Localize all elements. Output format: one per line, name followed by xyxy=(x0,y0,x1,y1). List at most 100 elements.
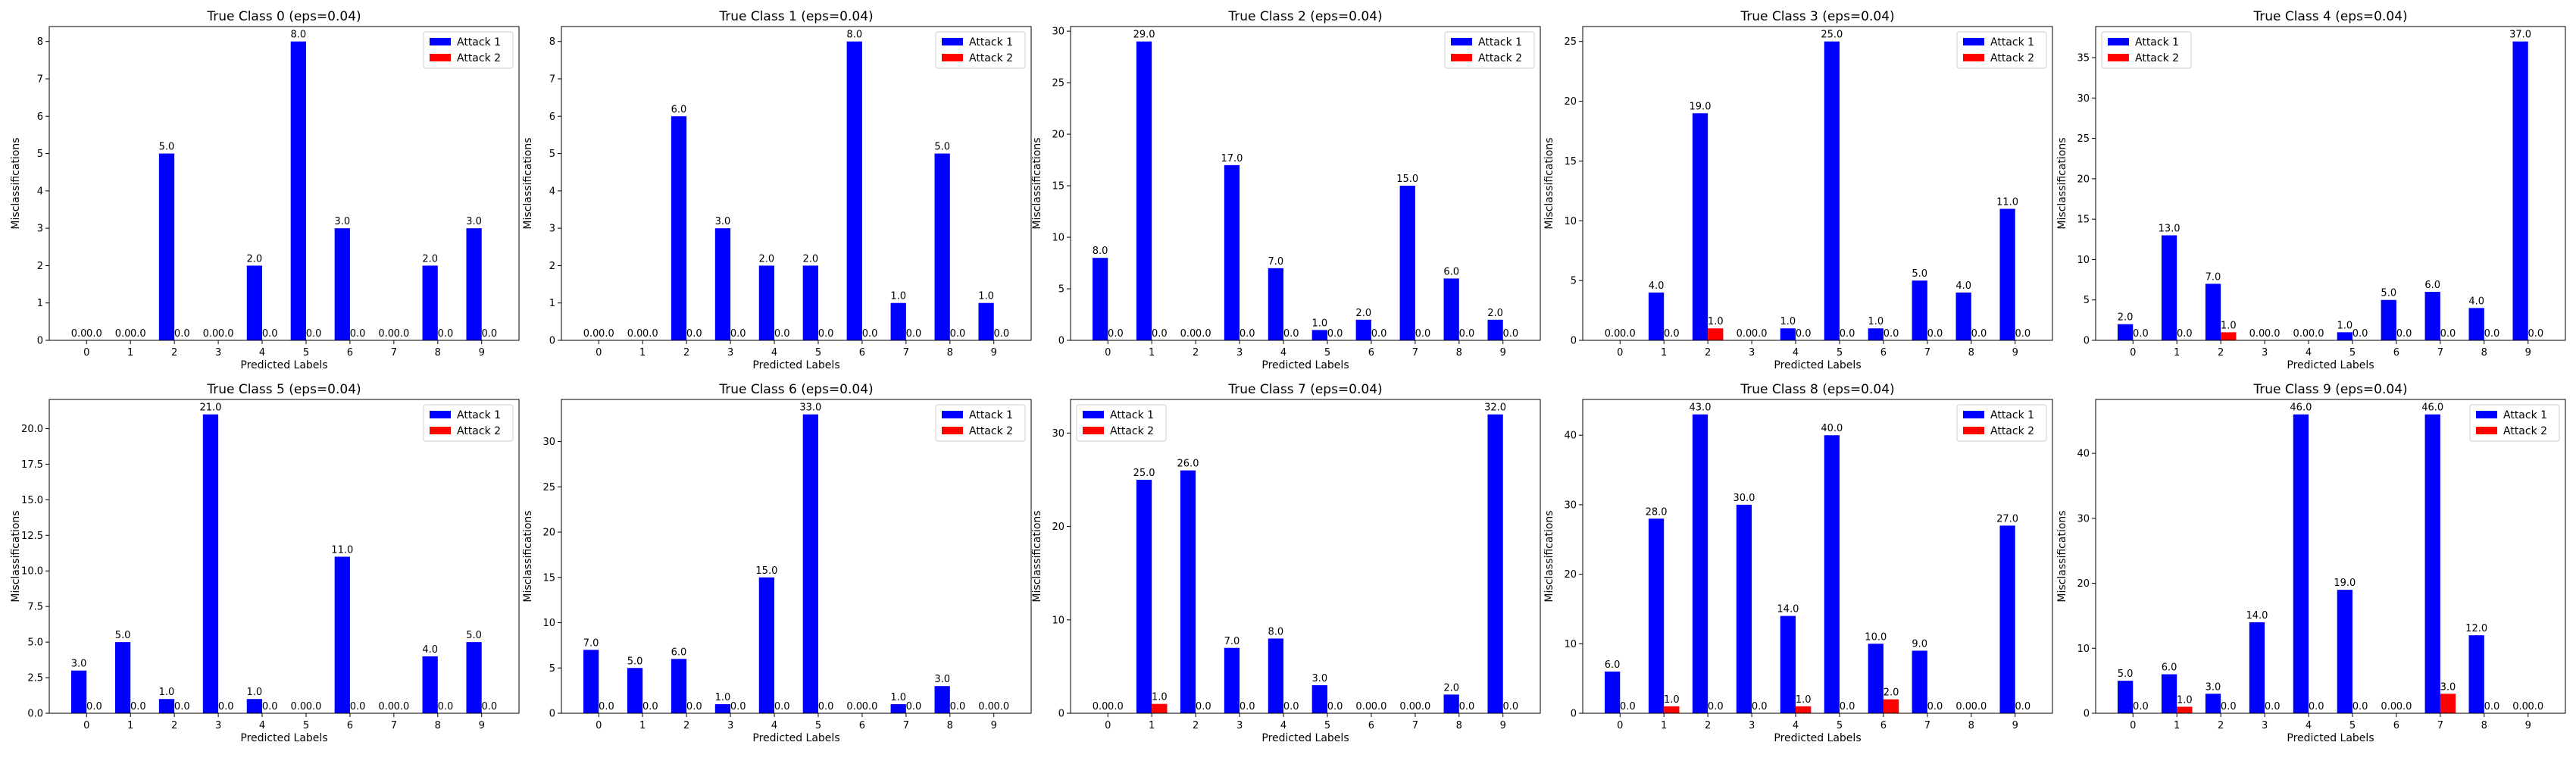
data-label-attack-1: 5.0 xyxy=(934,142,950,153)
xtick-label: 4 xyxy=(1793,347,1799,359)
data-label-attack-2: 1.0 xyxy=(1664,694,1680,706)
ytick-label: 25 xyxy=(1052,78,1064,89)
xtick-label: 4 xyxy=(1280,720,1286,731)
legend-label-attack-2: Attack 2 xyxy=(1478,52,1522,64)
data-label-attack-1: 0.0 xyxy=(378,328,394,340)
xtick-label: 5 xyxy=(2349,347,2356,359)
data-label-attack-1: 6.0 xyxy=(671,647,687,658)
data-label-attack-1: 1.0 xyxy=(1868,316,1884,327)
data-label-attack-1: 5.0 xyxy=(1912,268,1927,280)
data-label-attack-2: 0.0 xyxy=(1840,701,1855,712)
xtick-label: 2 xyxy=(1193,720,1199,731)
xtick-label: 9 xyxy=(1500,720,1506,731)
ytick-label: 6 xyxy=(37,111,43,123)
data-label-attack-2: 0.0 xyxy=(262,701,278,712)
data-label-attack-1: 27.0 xyxy=(1996,513,2018,525)
xtick-label: 7 xyxy=(391,347,397,359)
ytick-label: 10 xyxy=(2077,644,2090,655)
data-label-attack-1: 0.0 xyxy=(2293,328,2309,340)
data-label-attack-2: 0.0 xyxy=(1708,701,1724,712)
xtick-label: 1 xyxy=(1661,347,1667,359)
data-label-attack-1: 1.0 xyxy=(978,291,994,302)
subplot-9: 0102030405.00.006.01.013.00.0214.00.0346… xyxy=(2056,382,2566,744)
ytick-label: 20 xyxy=(1052,130,1064,141)
bar-attack-1 xyxy=(890,704,906,713)
data-label-attack-1: 40.0 xyxy=(1821,423,1843,434)
ytick-label: 30 xyxy=(1564,500,1577,511)
xtick-label: 7 xyxy=(903,347,909,359)
data-label-attack-1: 19.0 xyxy=(2334,578,2356,589)
ytick-label: 0 xyxy=(1058,709,1064,720)
ytick-label: 5 xyxy=(37,149,43,160)
data-label-attack-2: 0.0 xyxy=(350,701,366,712)
xtick-label: 3 xyxy=(727,720,733,731)
ytick-label: 7 xyxy=(549,74,555,86)
data-label-attack-2: 0.0 xyxy=(906,328,922,340)
data-label-attack-2: 0.0 xyxy=(2133,701,2149,712)
xtick-label: 9 xyxy=(2525,347,2531,359)
bar-attack-1 xyxy=(1648,518,1665,713)
data-label-attack-2: 0.0 xyxy=(686,701,702,712)
subplot-title: True Class 9 (eps=0.04) xyxy=(2252,382,2407,397)
ytick-label: 2 xyxy=(37,261,43,272)
xtick-label: 0 xyxy=(83,720,89,731)
bar-attack-1 xyxy=(2468,635,2484,713)
data-label-attack-2: 0.0 xyxy=(2265,328,2281,340)
xtick-label: 0 xyxy=(596,720,602,731)
data-label-attack-2: 0.0 xyxy=(818,328,834,340)
legend-label-attack-2: Attack 2 xyxy=(1110,425,1154,437)
x-axis-label: Predicted Labels xyxy=(240,359,327,371)
data-label-attack-2: 0.0 xyxy=(130,701,146,712)
ytick-label: 0.0 xyxy=(27,709,43,720)
data-label-attack-1: 11.0 xyxy=(1996,197,2018,208)
data-label-attack-2: 0.0 xyxy=(1415,328,1431,340)
xtick-label: 4 xyxy=(2306,720,2312,731)
ytick-label: 20 xyxy=(1564,569,1577,581)
y-axis-label: Misclassifications xyxy=(1543,510,1555,602)
ytick-label: 0 xyxy=(1571,336,1577,347)
ytick-label: 8 xyxy=(37,36,43,48)
ytick-label: 1 xyxy=(37,298,43,309)
data-label-attack-2: 0.0 xyxy=(438,701,454,712)
legend-swatch-attack-1 xyxy=(1963,411,1984,418)
xtick-label: 4 xyxy=(259,347,265,359)
legend-label-attack-2: Attack 2 xyxy=(2135,52,2179,64)
xtick-label: 6 xyxy=(1880,347,1887,359)
data-label-attack-1: 46.0 xyxy=(2421,402,2443,414)
data-label-attack-1: 3.0 xyxy=(466,216,482,227)
legend: Attack 1 Attack 2 xyxy=(1076,404,1167,442)
xtick-label: 8 xyxy=(2481,347,2487,359)
data-label-attack-2: 0.0 xyxy=(306,328,322,340)
data-label-attack-1: 5.0 xyxy=(2381,288,2396,299)
data-label-attack-2: 0.0 xyxy=(86,328,102,340)
legend-swatch-attack-2 xyxy=(942,54,963,61)
bar-attack-1 xyxy=(671,116,687,341)
ytick-label: 20 xyxy=(2077,174,2090,185)
data-label-attack-1: 3.0 xyxy=(2206,681,2221,693)
bar-attack-2 xyxy=(1152,703,1168,713)
data-label-attack-2: 0.0 xyxy=(2352,328,2368,340)
xtick-label: 8 xyxy=(1968,347,1974,359)
bar-attack-1 xyxy=(2337,332,2352,340)
data-label-attack-2: 0.0 xyxy=(994,701,1010,712)
legend-label-attack-1: Attack 1 xyxy=(969,409,1013,421)
data-label-attack-1: 0.0 xyxy=(1605,328,1621,340)
legend-swatch-attack-1 xyxy=(2108,38,2129,45)
legend-label-attack-2: Attack 2 xyxy=(969,425,1013,437)
data-label-attack-1: 43.0 xyxy=(1690,402,1712,414)
bar-attack-1 xyxy=(714,704,731,713)
ytick-label: 20 xyxy=(1564,96,1577,108)
subplot-title: True Class 4 (eps=0.04) xyxy=(2252,9,2407,24)
xtick-label: 7 xyxy=(1924,720,1930,731)
data-label-attack-1: 0.0 xyxy=(1955,701,1971,712)
data-label-attack-1: 1.0 xyxy=(890,291,906,302)
xtick-label: 2 xyxy=(683,347,689,359)
bar-attack-1 xyxy=(1692,414,1708,713)
y-axis-label: Misclassifications xyxy=(522,510,534,602)
legend: Attack 1 Attack 2 xyxy=(1956,404,2047,442)
ytick-label: 25 xyxy=(542,482,555,493)
bar-attack-1 xyxy=(290,41,306,340)
legend-label-attack-1: Attack 1 xyxy=(1110,409,1154,421)
